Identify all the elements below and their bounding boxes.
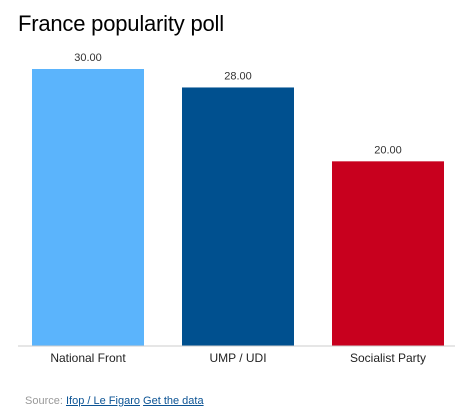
bar-1 — [182, 87, 294, 346]
get-data-link[interactable]: Get the data — [143, 395, 204, 407]
category-label-1: UMP / UDI — [209, 351, 266, 365]
footer: Source: Ifop / Le Figaro Get the data — [25, 395, 204, 407]
bars-layer — [32, 69, 444, 346]
value-label-0: 30.00 — [74, 52, 102, 64]
value-label-1: 28.00 — [224, 70, 252, 82]
value-label-2: 20.00 — [374, 144, 402, 156]
bar-0 — [32, 69, 144, 346]
source-label: Source: — [25, 395, 63, 407]
chart-title: France popularity poll — [18, 11, 224, 36]
source-link[interactable]: Ifop / Le Figaro — [65, 395, 140, 407]
category-label-0: National Front — [50, 351, 126, 365]
labels-layer: 30.00 National Front 28.00 UMP / UDI 20.00 So… — [50, 52, 426, 365]
category-label-2: Socialist Party — [350, 351, 426, 365]
bar-2 — [332, 161, 444, 346]
